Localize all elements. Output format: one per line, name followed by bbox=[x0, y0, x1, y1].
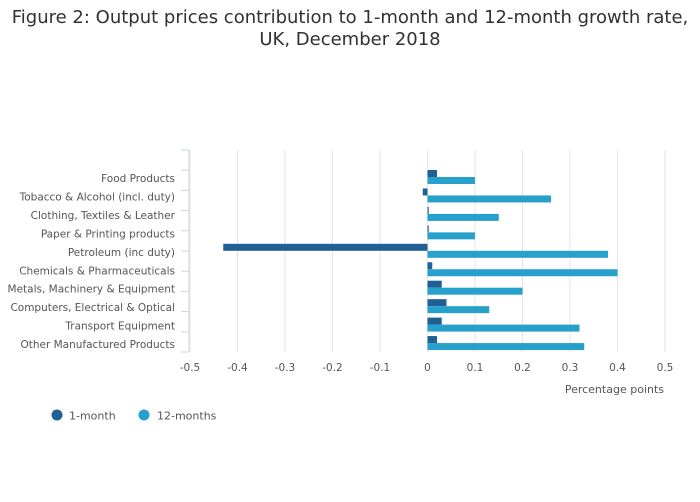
bar-1-month bbox=[427, 225, 429, 233]
bar-1-month bbox=[427, 280, 442, 288]
category-label: Transport Equipment bbox=[64, 321, 175, 333]
chart-title-line-2: UK, December 2018 bbox=[259, 29, 441, 50]
bar-12-months bbox=[427, 324, 580, 332]
category-label: Petroleum (inc duty) bbox=[68, 247, 175, 259]
x-tick-label: 0.2 bbox=[514, 362, 531, 374]
x-tick-label: -0.5 bbox=[180, 362, 201, 374]
bar-1-month bbox=[427, 317, 442, 325]
x-tick-label: 0.1 bbox=[467, 362, 484, 374]
x-tick-label: 0 bbox=[424, 362, 431, 374]
chart-title-line-1: Figure 2: Output prices contribution to … bbox=[11, 7, 689, 28]
legend-label-12-months: 12-months bbox=[157, 410, 217, 423]
bar-12-months bbox=[427, 250, 608, 258]
legend-label-1-month: 1-month bbox=[69, 410, 116, 423]
bar-1-month bbox=[427, 336, 437, 344]
category-label: Tobacco & Alcohol (incl. duty) bbox=[19, 191, 175, 203]
x-tick-label: 0.5 bbox=[657, 362, 674, 374]
bar-1-month bbox=[422, 188, 428, 196]
chart-title: Figure 2: Output prices contribution to … bbox=[0, 7, 700, 51]
bar-1-month bbox=[427, 299, 447, 307]
bar-12-months bbox=[427, 269, 618, 277]
bar-1-month bbox=[223, 243, 428, 251]
bar-12-months bbox=[427, 306, 490, 314]
bar-12-months bbox=[427, 195, 551, 203]
x-axis-label: Percentage points bbox=[565, 383, 664, 396]
bar-12-months bbox=[427, 287, 523, 295]
bar-12-months bbox=[427, 213, 499, 221]
bar-12-months bbox=[427, 232, 475, 240]
bar-12-months bbox=[427, 343, 585, 351]
x-tick-label: -0.3 bbox=[275, 362, 296, 374]
x-tick-label: -0.4 bbox=[227, 362, 248, 374]
x-tick-label: 0.4 bbox=[609, 362, 626, 374]
category-label: Chemicals & Pharmaceuticals bbox=[19, 265, 175, 277]
bar-1-month bbox=[427, 206, 429, 214]
bar-1-month bbox=[427, 170, 437, 177]
category-label: Metals, Machinery & Equipment bbox=[8, 284, 175, 296]
x-tick-label: 0.3 bbox=[562, 362, 579, 374]
x-tick-label: -0.2 bbox=[322, 362, 343, 374]
legend-marker-12-months bbox=[138, 409, 150, 421]
category-label: Paper & Printing products bbox=[41, 228, 175, 240]
category-label: Clothing, Textiles & Leather bbox=[31, 210, 176, 222]
category-label: Other Manufactured Products bbox=[20, 339, 175, 351]
legend-marker-1-month bbox=[51, 409, 63, 421]
bar-1-month bbox=[427, 262, 433, 270]
x-tick-label: -0.1 bbox=[370, 362, 391, 374]
category-label: Computers, Electrical & Optical bbox=[10, 302, 175, 314]
bar-12-months bbox=[427, 177, 475, 184]
category-label: Food Products bbox=[101, 173, 175, 185]
